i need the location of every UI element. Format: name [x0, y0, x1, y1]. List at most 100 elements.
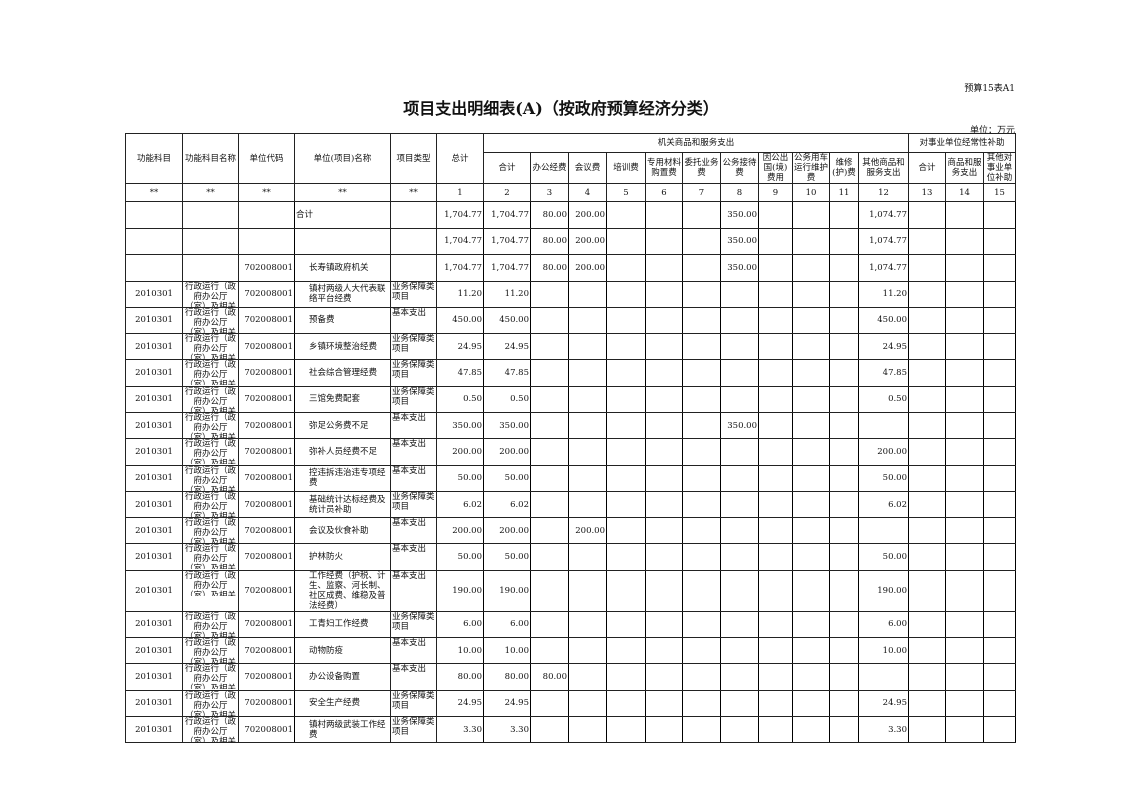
amount-cell	[682, 411, 721, 440]
total-value: 80.00	[436, 663, 484, 691]
function-name-text	[184, 255, 237, 280]
project-name: 合计	[294, 201, 391, 229]
column-header: 商品和服务支出	[945, 152, 984, 184]
amount-cell	[758, 490, 793, 519]
amount-cell	[645, 715, 683, 744]
total-value: 24.95	[436, 333, 484, 361]
total-value: 10.00	[436, 637, 484, 665]
function-name: 行政运行（政府办公厅（室）及相关	[182, 359, 239, 387]
amount-cell	[908, 464, 946, 492]
amount-cell	[606, 689, 646, 717]
amount-cell	[792, 385, 830, 413]
amount-cell	[858, 411, 909, 440]
project-type: 业务保障类项目	[390, 610, 437, 639]
amount-cell	[758, 663, 793, 691]
amount-cell	[645, 610, 683, 639]
budget-table: 功能科目 功能科目名称 单位代码 单位(项目)名称 项目类型 总计 机关商品和服务支出 对事业…	[125, 133, 1016, 744]
unit-code: 702008001	[238, 280, 295, 308]
amount-cell	[945, 569, 984, 612]
project-name: 乡镇环境整治经费	[294, 333, 391, 361]
project-type: 基本支出	[390, 569, 437, 612]
function-name	[182, 227, 239, 255]
amount-cell	[983, 464, 1016, 492]
amount-cell	[606, 517, 646, 545]
amount-cell	[829, 385, 859, 413]
page-title: 项目支出明细表(A)（按政府预算经济分类）	[403, 99, 719, 118]
unit-code: 702008001	[238, 610, 295, 639]
amount-cell	[530, 306, 569, 335]
amount-cell	[645, 438, 683, 466]
function-code	[125, 201, 183, 229]
amount-cell	[829, 517, 859, 545]
amount-cell	[983, 306, 1016, 335]
amount-cell	[758, 715, 793, 744]
amount-cell: 3.30	[858, 715, 909, 744]
amount-cell	[568, 663, 607, 691]
amount-cell	[606, 359, 646, 387]
project-type: 业务保障类项目	[390, 359, 437, 387]
amount-cell	[908, 227, 946, 255]
amount-cell: 1,074.77	[858, 227, 909, 255]
amount-cell	[983, 569, 1016, 612]
amount-cell	[758, 333, 793, 361]
function-name: 行政运行（政府办公厅（室）及相关	[182, 517, 239, 545]
unit-code: 702008001	[238, 543, 295, 571]
function-code: 2010301	[125, 385, 183, 413]
table-row: 2010301 行政运行（政府办公厅（室）及相关 702008001 控违拆违治违专项…	[125, 464, 1016, 492]
amount-cell	[908, 715, 946, 744]
amount-cell	[568, 359, 607, 387]
amount-cell	[682, 490, 721, 519]
amount-cell: 190.00	[858, 569, 909, 612]
total-value: 0.50	[436, 385, 484, 413]
unit-code: 702008001	[238, 411, 295, 440]
amount-cell	[720, 689, 759, 717]
amount-cell: 350.00	[720, 254, 759, 282]
amount-cell	[530, 359, 569, 387]
function-name-text: 行政运行（政府办公厅（室）及相关	[184, 611, 236, 637]
column-index: 8	[720, 183, 759, 202]
project-name: 弥补人员经费不足	[294, 438, 391, 466]
amount-cell	[758, 411, 793, 440]
function-name: 行政运行（政府办公厅（室）及相关	[182, 663, 239, 691]
amount-cell: 80.00	[530, 254, 569, 282]
table-row: 2010301 行政运行（政府办公厅（室）及相关 702008001 基础统计达标经费…	[125, 490, 1016, 519]
project-name: 工作经费（护税、计生、监察、河长制、社区成费、维稳及普法经费）	[294, 569, 391, 612]
table-row: 2010301 行政运行（政府办公厅（室）及相关 702008001 镇村两级人大代表…	[125, 280, 1016, 308]
amount-cell	[792, 715, 830, 744]
form-code: 预算15表A1	[964, 84, 1015, 94]
amount-cell	[645, 543, 683, 571]
amount-cell	[758, 385, 793, 413]
amount-cell: 0.50	[483, 385, 531, 413]
function-name-text: 行政运行（政府办公厅（室）及相关	[184, 638, 236, 664]
amount-cell	[720, 333, 759, 361]
amount-cell: 200.00	[568, 227, 607, 255]
amount-cell	[792, 333, 830, 361]
amount-cell	[908, 411, 946, 440]
amount-cell	[983, 663, 1016, 691]
function-code: 2010301	[125, 490, 183, 519]
amount-cell	[908, 517, 946, 545]
function-code: 2010301	[125, 438, 183, 466]
amount-cell	[908, 663, 946, 691]
function-name-text: 行政运行（政府办公厅（室）及相关	[184, 412, 236, 438]
amount-cell	[682, 663, 721, 691]
project-type: 基本支出	[390, 663, 437, 691]
amount-cell	[720, 569, 759, 612]
amount-cell	[945, 333, 984, 361]
project-name: 镇村两级武装工作经费	[294, 715, 391, 744]
column-header: 公务用车运行维护费	[792, 152, 830, 184]
column-index: **	[182, 183, 239, 202]
amount-cell	[530, 715, 569, 744]
amount-cell: 450.00	[483, 306, 531, 335]
amount-cell	[945, 715, 984, 744]
table-row: 2010301 行政运行（政府办公厅（室）及相关 702008001 镇村两级武装工作…	[125, 715, 1016, 744]
function-code	[125, 254, 183, 282]
amount-cell	[792, 464, 830, 492]
amount-cell	[682, 517, 721, 545]
project-type	[390, 254, 437, 282]
column-index: 13	[908, 183, 946, 202]
amount-cell	[945, 689, 984, 717]
function-name: 行政运行（政府办公厅（室）及相关	[182, 306, 239, 335]
amount-cell	[792, 663, 830, 691]
amount-cell	[829, 306, 859, 335]
